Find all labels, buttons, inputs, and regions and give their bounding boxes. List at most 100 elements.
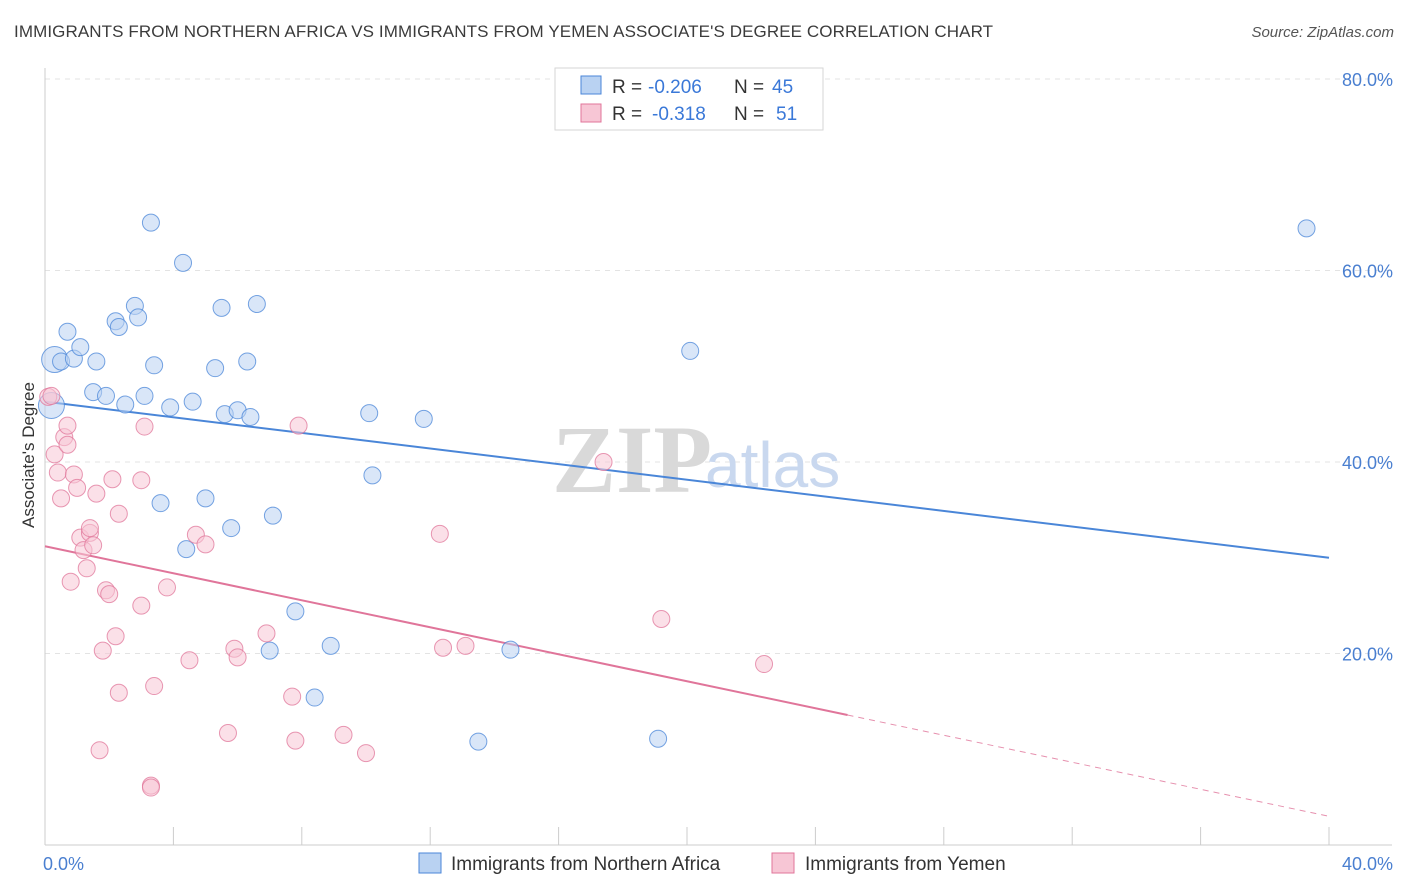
y-tick-label-3: 80.0% <box>1342 70 1393 90</box>
point-series-1-7 <box>58 435 77 454</box>
x-tick-label-0: 0.0% <box>43 854 84 874</box>
point-series-0-17 <box>151 494 170 513</box>
point-series-1-43 <box>334 725 353 744</box>
point-series-1-49 <box>652 610 671 629</box>
bottom-legend-label-northern-africa: Immigrants from Northern Africa <box>451 854 721 875</box>
data-points <box>37 213 1316 797</box>
point-series-0-19 <box>174 253 193 272</box>
bottom-legend-swatch-yemen <box>771 852 795 874</box>
point-series-1-10 <box>68 478 87 497</box>
y-tick-label-0: 20.0% <box>1342 645 1393 665</box>
x-tick-label-1: 40.0% <box>1342 854 1393 874</box>
legend-r-value-2: -0.318 <box>652 104 706 125</box>
point-series-1-48 <box>594 453 613 471</box>
trend-line-dashed-series-1 <box>847 714 1330 817</box>
point-series-1-40 <box>283 687 302 706</box>
point-series-0-18 <box>161 398 180 417</box>
point-series-0-40 <box>501 640 520 659</box>
point-series-1-36 <box>218 723 237 742</box>
point-series-0-29 <box>241 407 260 426</box>
trend-line-series-1 <box>44 545 848 716</box>
point-series-1-8 <box>61 572 80 591</box>
point-series-1-19 <box>93 641 112 660</box>
legend-n-value-2: 51 <box>776 104 797 125</box>
tick-labels: 20.0% 40.0% 60.0% 80.0% 0.0% 40.0% <box>43 70 1393 874</box>
point-series-0-39 <box>469 732 488 751</box>
point-series-0-30 <box>247 295 266 314</box>
point-series-1-39 <box>257 624 276 643</box>
point-series-0-20 <box>177 540 196 559</box>
point-series-0-8 <box>96 386 115 405</box>
axes <box>44 68 1392 846</box>
point-series-0-31 <box>260 641 279 660</box>
point-series-1-42 <box>289 416 308 435</box>
point-series-0-33 <box>286 602 305 621</box>
source-label: Source: ZipAtlas.com <box>1251 24 1394 41</box>
point-series-0-14 <box>135 386 154 405</box>
point-series-0-11 <box>116 395 135 414</box>
point-series-0-34 <box>305 688 324 707</box>
legend-swatch-northern-africa <box>580 75 602 95</box>
chart-title: IMMIGRANTS FROM NORTHERN AFRICA VS IMMIG… <box>14 22 994 41</box>
point-series-1-24 <box>109 504 128 523</box>
point-series-1-25 <box>109 683 128 702</box>
point-series-1-35 <box>196 535 215 554</box>
legend-r-value-1: -0.206 <box>648 77 702 98</box>
point-series-0-22 <box>196 489 215 508</box>
point-series-1-16 <box>84 536 103 555</box>
point-series-0-35 <box>321 636 340 655</box>
point-series-1-23 <box>106 627 125 646</box>
point-series-0-15 <box>141 213 160 232</box>
point-series-1-28 <box>135 417 154 436</box>
legend-r-label-1: R = <box>612 77 642 98</box>
point-series-0-36 <box>360 404 379 423</box>
point-series-1-50 <box>755 655 774 674</box>
trend-lines <box>44 400 1330 817</box>
legend-swatch-yemen <box>580 103 602 123</box>
y-axis-label: Associate's Degree <box>19 382 38 528</box>
legend-box: R = -0.206 N = 45 R = -0.318 N = 51 <box>554 67 824 131</box>
point-series-0-32 <box>263 506 282 525</box>
point-series-0-28 <box>238 352 257 371</box>
y-tick-label-2: 60.0% <box>1342 262 1393 282</box>
point-series-0-26 <box>222 519 241 538</box>
point-series-1-22 <box>103 470 122 489</box>
point-series-1-18 <box>90 741 109 760</box>
point-series-1-44 <box>357 744 375 763</box>
point-series-1-41 <box>286 731 305 750</box>
point-series-0-37 <box>363 466 382 485</box>
watermark-atlas: atlas <box>705 429 840 501</box>
legend-n-label-2: N = <box>734 104 764 125</box>
point-series-0-24 <box>212 298 231 317</box>
bottom-legend-swatch-northern-africa <box>418 852 442 874</box>
legend-r-label-2: R = <box>612 104 642 125</box>
point-series-1-33 <box>180 651 199 670</box>
point-series-0-6 <box>87 352 106 371</box>
point-series-0-3 <box>58 322 77 341</box>
point-series-0-38 <box>414 409 433 428</box>
point-series-0-10 <box>109 317 128 336</box>
y-tick-label-1: 40.0% <box>1342 453 1393 473</box>
point-series-1-6 <box>58 416 77 435</box>
point-series-0-41 <box>649 729 668 748</box>
legend-n-value-1: 45 <box>772 77 793 98</box>
point-series-1-45 <box>430 524 449 543</box>
bottom-legend-label-yemen: Immigrants from Yemen <box>805 854 1006 875</box>
point-series-0-21 <box>183 392 202 411</box>
watermark-zip: ZIP <box>552 406 712 513</box>
point-series-1-30 <box>141 778 160 797</box>
point-series-0-13 <box>129 308 148 327</box>
point-series-1-3 <box>48 463 67 482</box>
point-series-0-16 <box>145 356 164 375</box>
bottom-legend: Immigrants from Northern Africa Immigran… <box>418 852 1006 875</box>
point-series-1-17 <box>87 484 106 503</box>
point-series-1-1 <box>42 386 61 405</box>
point-series-1-21 <box>100 585 119 604</box>
point-series-1-46 <box>434 638 453 657</box>
point-series-1-47 <box>456 636 475 655</box>
point-series-1-15 <box>80 519 99 538</box>
point-series-1-31 <box>145 677 164 696</box>
point-series-1-26 <box>132 471 151 490</box>
legend-n-label-1: N = <box>734 77 764 98</box>
point-series-0-5 <box>71 338 90 357</box>
